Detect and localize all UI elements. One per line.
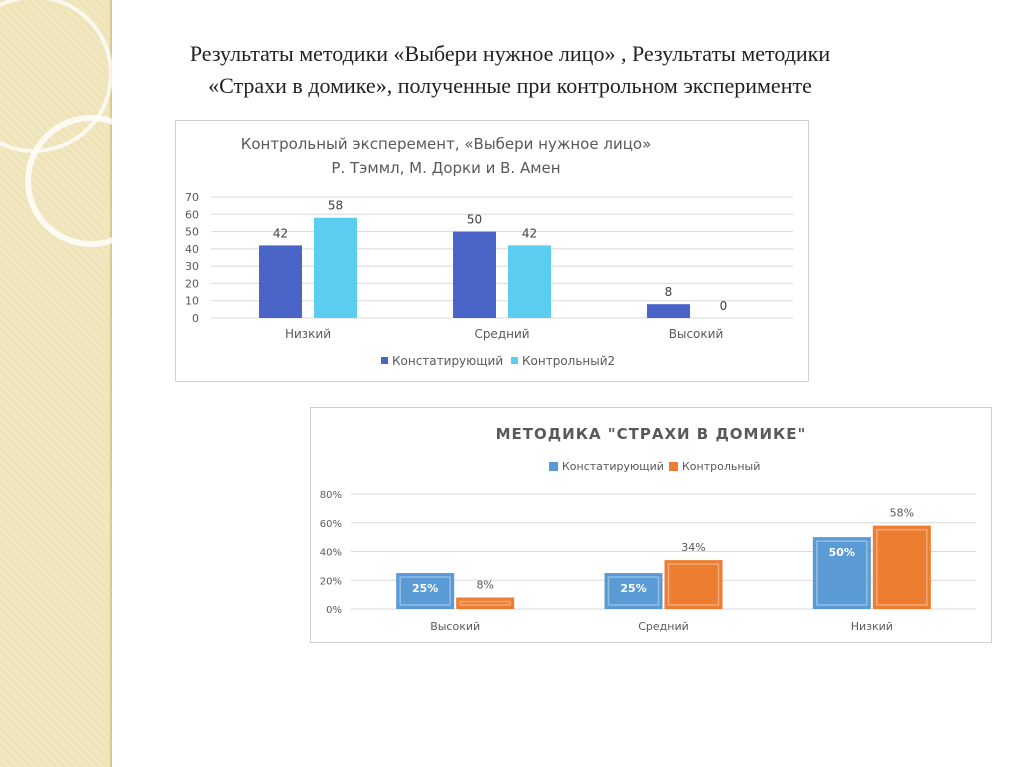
page-title-line-1: Результаты методики «Выбери нужное лицо»… [189, 41, 831, 66]
chart-1-data-label: 50 [467, 213, 482, 227]
chart-1-y-tick-label: 60 [185, 208, 199, 221]
chart-2-legend-swatch [669, 462, 678, 471]
chart-1-legend-swatch [511, 357, 518, 364]
chart-1-y-tick-label: 40 [185, 243, 199, 256]
chart-1-y-tick-label: 0 [192, 312, 199, 325]
chart-2-y-tick-label: 40% [320, 548, 342, 559]
chart-2-x-tick-label: Средний [638, 620, 689, 633]
chart-2-bar [604, 573, 663, 609]
chart-2-title: МЕТОДИКА "СТРАХИ В ДОМИКЕ" [496, 425, 807, 443]
chart-select-face: Контрольный эксперемент, «Выбери нужное … [175, 120, 809, 382]
side-divider [110, 0, 112, 767]
chart-1-data-label: 42 [273, 226, 288, 240]
chart-2-legend-label: Констатирующий [562, 460, 664, 473]
chart-select-face-svg: Контрольный эксперемент, «Выбери нужное … [185, 135, 793, 368]
chart-2-bar [664, 560, 723, 609]
chart-1-subtitle: Р. Тэммл, М. Дорки и В. Амен [331, 159, 560, 177]
chart-1-x-tick-label: Низкий [285, 327, 331, 341]
chart-2-legend-label: Контрольный [682, 460, 760, 473]
chart-2-y-tick-label: 60% [320, 519, 342, 530]
chart-2-bar [812, 537, 871, 609]
chart-1-bar [259, 245, 302, 318]
chart-1-y-tick-label: 30 [185, 260, 199, 273]
chart-1-bar [647, 304, 690, 318]
chart-2-data-label: 34% [681, 541, 705, 554]
decorative-ring-middle [25, 115, 157, 247]
chart-2-bar [396, 573, 455, 609]
chart-2-bar [872, 525, 931, 609]
chart-1-x-tick-label: Средний [474, 327, 529, 341]
chart-2-data-label: 25% [412, 582, 438, 595]
chart-2-bar-bevel [607, 576, 660, 606]
chart-1-legend-label: Констатирующий [392, 354, 503, 368]
chart-2-bar-bevel [459, 600, 511, 606]
chart-fears-house-svg: МЕТОДИКА "СТРАХИ В ДОМИКЕ" Констатирующий… [320, 425, 976, 633]
chart-2-data-label: 25% [620, 582, 646, 595]
chart-1-legend-swatch [381, 357, 388, 364]
chart-1-y-tick-label: 70 [185, 191, 199, 204]
chart-2-legend-swatch [549, 462, 558, 471]
chart-1-data-label: 8 [665, 285, 673, 299]
chart-2-bar-bevel [399, 576, 451, 606]
chart-1-y-tick-label: 20 [185, 277, 199, 290]
chart-1-data-label: 58 [328, 199, 343, 213]
chart-2-y-tick-label: 80% [320, 490, 342, 501]
chart-2-y-tick-label: 0% [326, 605, 342, 616]
chart-2-bar-bevel [876, 528, 928, 606]
chart-1-bar [314, 217, 357, 318]
chart-1-legend-label: Контрольный2 [522, 354, 615, 368]
chart-1-x-tick-label: Высокий [669, 327, 724, 341]
page-title-line-2: «Страхи в домике», полученные при контро… [208, 73, 812, 98]
chart-2-data-label: 8% [476, 579, 493, 592]
chart-1-y-tick-label: 10 [185, 295, 199, 308]
chart-1-y-tick-label: 50 [185, 226, 199, 239]
chart-2-bar-bevel [667, 563, 720, 606]
chart-2-bar-bevel [816, 540, 868, 606]
chart-2-x-tick-label: Низкий [851, 620, 893, 633]
chart-2-data-label: 58% [890, 507, 914, 520]
chart-1-data-label: 0 [720, 299, 728, 313]
chart-2-bar [456, 597, 515, 609]
chart-1-data-label: 42 [522, 226, 537, 240]
chart-1-bar [453, 231, 496, 318]
chart-1-bar [508, 245, 551, 318]
chart-1-title: Контрольный эксперемент, «Выбери нужное … [241, 135, 652, 153]
page-title: Результаты методики «Выбери нужное лицо»… [60, 38, 960, 102]
chart-2-y-tick-label: 20% [320, 576, 342, 587]
chart-2-data-label: 50% [829, 546, 855, 559]
chart-fears-house: МЕТОДИКА "СТРАХИ В ДОМИКЕ" Констатирующий… [310, 407, 992, 643]
chart-2-x-tick-label: Высокий [430, 620, 480, 633]
